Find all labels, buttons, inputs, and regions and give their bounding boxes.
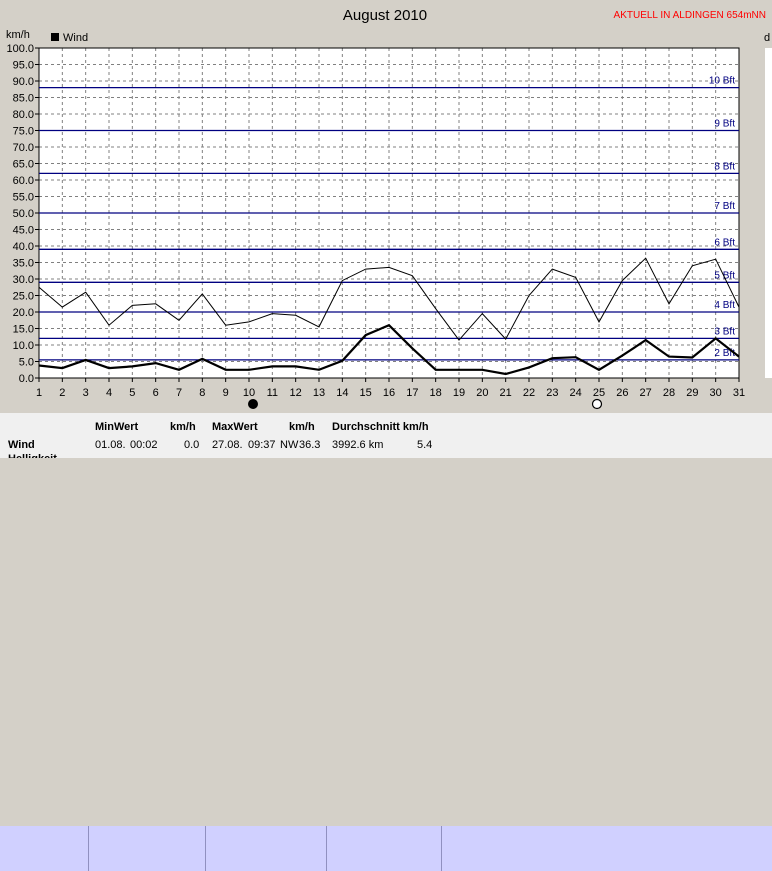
y-tick-label: 85.0 bbox=[13, 93, 34, 105]
y-tick-label: 55.0 bbox=[13, 192, 34, 204]
legend-swatch bbox=[51, 33, 59, 41]
min-cell bbox=[89, 826, 206, 871]
y-tick-label: 75.0 bbox=[13, 126, 34, 138]
x-tick-label: 29 bbox=[686, 387, 698, 399]
y-tick-label: 40.0 bbox=[13, 241, 34, 253]
x-tick-label: 18 bbox=[430, 387, 442, 399]
x-tick-label: 11 bbox=[267, 387, 278, 399]
wind-chart: 2 Bft 3 Bft 4 Bft 5 Bft 6 Bft 7 Bft 8 Bft 9 Bft… bbox=[0, 0, 772, 413]
avg-distance: 3992.6 km bbox=[332, 439, 384, 451]
station-header: AKTUELL IN ALDINGEN 654mNN bbox=[613, 10, 766, 21]
beaufort-label: 9 Bft bbox=[714, 119, 735, 130]
min-header: MinWert bbox=[95, 421, 139, 433]
new-moon-icon bbox=[248, 399, 258, 409]
x-tick-label: 23 bbox=[546, 387, 558, 399]
right-edge-label: d bbox=[764, 32, 770, 44]
x-tick-label: 5 bbox=[129, 387, 135, 399]
x-tick-label: 19 bbox=[453, 387, 465, 399]
beaufort-label: 10 Bft bbox=[709, 76, 735, 87]
y-tick-label: 35.0 bbox=[13, 258, 34, 270]
x-tick-label: 20 bbox=[476, 387, 488, 399]
max-cell bbox=[206, 826, 327, 871]
y-tick-label: 45.0 bbox=[13, 225, 34, 237]
min-date: 01.08. bbox=[95, 439, 126, 451]
y-tick-label: 70.0 bbox=[13, 142, 34, 154]
x-tick-label: 24 bbox=[570, 387, 582, 399]
y-tick-label: 95.0 bbox=[13, 60, 34, 72]
legend-wind: Wind bbox=[63, 32, 88, 44]
min-time: 00:02 bbox=[130, 439, 158, 451]
y-tick-label: 25.0 bbox=[13, 291, 34, 303]
x-tick-label: 9 bbox=[223, 387, 229, 399]
x-tick-label: 17 bbox=[406, 387, 418, 399]
beaufort-label: 4 Bft bbox=[714, 300, 735, 311]
beaufort-label: 7 Bft bbox=[714, 201, 735, 212]
row-label-wind: Wind bbox=[8, 439, 35, 451]
x-tick-label: 10 bbox=[243, 387, 255, 399]
max-time: 09:37 bbox=[248, 439, 276, 451]
y-tick-label: 0.0 bbox=[19, 373, 34, 385]
row-label-next: Helligkeit bbox=[8, 453, 57, 458]
y-tick-label: 60.0 bbox=[13, 175, 34, 187]
y-tick-label: 50.0 bbox=[13, 208, 34, 220]
x-tick-label: 8 bbox=[199, 387, 205, 399]
y-tick-label: 100.0 bbox=[6, 43, 34, 55]
x-tick-label: 30 bbox=[710, 387, 722, 399]
x-tick-label: 12 bbox=[290, 387, 302, 399]
x-tick-label: 22 bbox=[523, 387, 535, 399]
x-tick-label: 1 bbox=[36, 387, 42, 399]
series-wind-line bbox=[38, 323, 740, 376]
x-tick-label: 13 bbox=[313, 387, 325, 399]
y-tick-label: 30.0 bbox=[13, 274, 34, 286]
x-tick-label: 7 bbox=[176, 387, 182, 399]
full-moon-icon bbox=[591, 398, 603, 410]
series-gust-line bbox=[38, 257, 740, 341]
x-tick-label: 31 bbox=[733, 387, 745, 399]
y-tick-label: 20.0 bbox=[13, 307, 34, 319]
beaufort-label: 6 Bft bbox=[714, 237, 735, 248]
x-tick-label: 14 bbox=[336, 387, 348, 399]
beaufort-label: 5 Bft bbox=[714, 270, 735, 281]
y-tick-label: 5.0 bbox=[19, 357, 34, 369]
x-tick-label: 4 bbox=[106, 387, 112, 399]
x-tick-label: 27 bbox=[640, 387, 652, 399]
max-header: MaxWert bbox=[212, 421, 258, 433]
min-value: 0.0 bbox=[184, 439, 200, 451]
x-tick-label: 3 bbox=[83, 387, 89, 399]
x-tick-label: 6 bbox=[153, 387, 159, 399]
max-date: 27.08. bbox=[212, 439, 243, 451]
max-value: 36.3 bbox=[299, 439, 321, 451]
right-plot-edge bbox=[765, 48, 772, 378]
beaufort-label: 2 Bft bbox=[714, 348, 735, 359]
avg-value: 5.4 bbox=[417, 439, 433, 451]
x-tick-label: 15 bbox=[360, 387, 372, 399]
y-tick-label: 15.0 bbox=[13, 324, 34, 336]
x-tick-label: 21 bbox=[500, 387, 512, 399]
x-tick-label: 16 bbox=[383, 387, 395, 399]
beaufort-label: 3 Bft bbox=[714, 326, 735, 337]
y-tick-label: 10.0 bbox=[13, 340, 34, 352]
avg-cell bbox=[327, 826, 442, 871]
y-unit-label: km/h bbox=[6, 29, 30, 41]
max-unit: km/h bbox=[289, 421, 315, 433]
row-label-cell bbox=[0, 826, 89, 871]
beaufort-label: 8 Bft bbox=[714, 161, 735, 172]
avg-header: Durchschnitt km/h bbox=[332, 421, 429, 433]
y-tick-label: 90.0 bbox=[13, 76, 34, 88]
x-tick-label: 2 bbox=[59, 387, 65, 399]
chart-title: August 2010 bbox=[343, 7, 427, 24]
y-tick-label: 80.0 bbox=[13, 109, 34, 121]
empty-cell bbox=[442, 826, 772, 871]
x-tick-label: 26 bbox=[616, 387, 628, 399]
x-tick-label: 25 bbox=[593, 387, 605, 399]
x-tick-label: 28 bbox=[663, 387, 675, 399]
y-tick-label: 65.0 bbox=[13, 159, 34, 171]
summary-table: Wind Helligkeit MinWert km/h 01.08. 00:0… bbox=[0, 413, 772, 871]
min-unit: km/h bbox=[170, 421, 196, 433]
max-direction: NW bbox=[280, 439, 299, 451]
